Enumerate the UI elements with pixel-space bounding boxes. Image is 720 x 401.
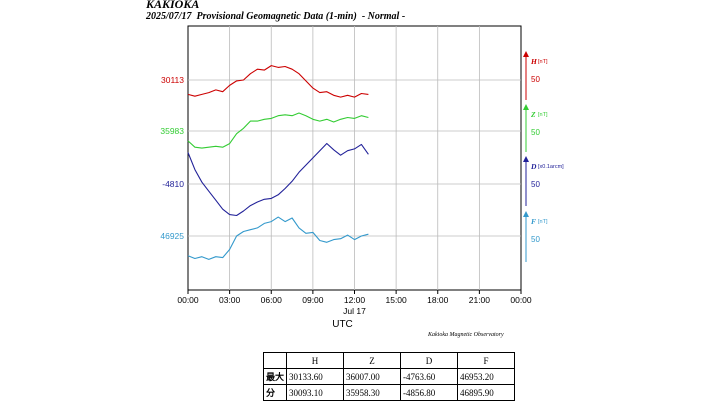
stats-cell: 30133.60 bbox=[286, 368, 344, 385]
component-unit-d: [x0.1arcm] bbox=[538, 164, 564, 170]
x-tick-label: 00:00 bbox=[177, 295, 199, 305]
component-unit-h: [nT] bbox=[538, 59, 548, 65]
component-name-d: D bbox=[530, 162, 537, 171]
chart-subtitle: 2025/07/17 Provisional Geomagnetic Data … bbox=[146, 11, 406, 22]
magnetogram-chart: 00:00 03:00 06:00 09:00 12:00 15:00 18:00 21:00… bbox=[160, 25, 564, 330]
stats-header-cell bbox=[263, 352, 287, 369]
stats-header-cell: F bbox=[457, 352, 515, 369]
component-name-f: F bbox=[531, 217, 536, 226]
baseline-label-z: 35983 bbox=[160, 126, 184, 136]
component-unit-z: [nT] bbox=[538, 112, 548, 118]
scale-arrow-icon bbox=[523, 156, 529, 162]
scale-value-h: 50 bbox=[531, 75, 540, 84]
x-tick-label: 03:00 bbox=[219, 295, 241, 305]
series-line-d bbox=[187, 142, 369, 217]
stats-header-cell: H bbox=[286, 352, 344, 369]
series-line-f bbox=[187, 216, 369, 260]
component-name-z: Z bbox=[530, 110, 536, 119]
x-tick-label: 09:00 bbox=[302, 295, 324, 305]
observatory-credit: Kakioka Magnetic Observatory bbox=[428, 332, 504, 338]
stats-cell: 46953.20 bbox=[457, 368, 515, 385]
scale-value-d: 50 bbox=[531, 180, 540, 189]
x-tick-label: 18:00 bbox=[427, 295, 449, 305]
stats-header-row: H Z D F bbox=[263, 352, 515, 369]
x-tick-label: 00:00 bbox=[510, 295, 532, 305]
scale-value-f: 50 bbox=[531, 235, 540, 244]
stats-row-label: 最大 bbox=[263, 368, 287, 385]
stats-cell: -4856.80 bbox=[400, 384, 458, 401]
scale-arrow-icon bbox=[523, 104, 529, 110]
stats-cell: -4763.60 bbox=[400, 368, 458, 385]
baseline-label-d: -4810 bbox=[162, 179, 184, 189]
x-tick-label: 12:00 bbox=[344, 295, 366, 305]
stats-table: H Z D F 最大 30133.60 36007.00 -4763.60 46… bbox=[263, 352, 515, 401]
stats-cell: 30093.10 bbox=[286, 384, 344, 401]
stats-cell: 36007.00 bbox=[343, 368, 401, 385]
x-tick-label: 06:00 bbox=[261, 295, 283, 305]
stats-row-min: 分 30093.10 35958.30 -4856.80 46895.90 bbox=[263, 384, 515, 401]
stats-row-label: 分 bbox=[263, 384, 287, 401]
series-line-h bbox=[187, 65, 369, 98]
series-line-z bbox=[187, 112, 369, 149]
x-tick-label: 21:00 bbox=[469, 295, 491, 305]
baseline-label-f: 46925 bbox=[160, 231, 184, 241]
stats-cell: 35958.30 bbox=[343, 384, 401, 401]
x-axis-title: UTC bbox=[332, 319, 353, 330]
x-date-label: Jul 17 bbox=[343, 306, 366, 316]
scale-arrow-icon bbox=[523, 51, 529, 57]
stats-row-max: 最大 30133.60 36007.00 -4763.60 46953.20 bbox=[263, 368, 515, 385]
stats-header-cell: Z bbox=[343, 352, 401, 369]
station-name: KAKIOKA bbox=[146, 0, 200, 11]
component-unit-f: [nT] bbox=[538, 219, 548, 225]
stats-cell: 46895.90 bbox=[457, 384, 515, 401]
component-name-h: H bbox=[530, 57, 538, 66]
scale-value-z: 50 bbox=[531, 128, 540, 137]
baseline-label-h: 30113 bbox=[161, 75, 184, 85]
stats-header-cell: D bbox=[400, 352, 458, 369]
scale-arrow-icon bbox=[523, 211, 529, 217]
x-tick-label: 15:00 bbox=[385, 295, 407, 305]
